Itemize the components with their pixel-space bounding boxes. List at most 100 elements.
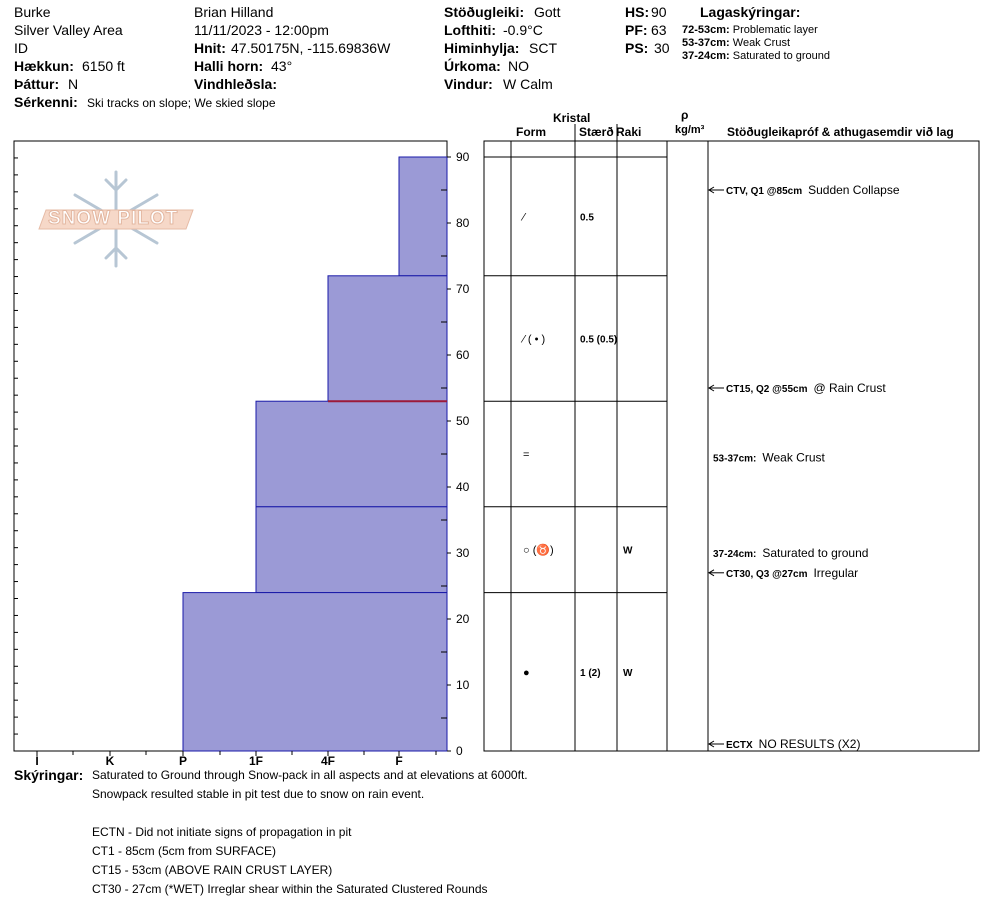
hardness-bar bbox=[327, 275, 448, 402]
stability-value: Gott bbox=[534, 4, 561, 20]
test-code: CT15, Q2 @55cm bbox=[726, 384, 808, 395]
crystal-header: Kristal bbox=[553, 111, 591, 125]
features-value: Ski tracks on slope; We skied slope bbox=[87, 96, 276, 110]
y-tick-label: 10 bbox=[456, 678, 470, 692]
test-code: 53-37cm: bbox=[713, 453, 756, 464]
y-tick-label: 60 bbox=[456, 348, 470, 362]
layer-note: 53-37cm: Weak Crust bbox=[682, 37, 791, 49]
x-tick-label: P bbox=[179, 754, 187, 768]
moisture-value: W bbox=[623, 668, 633, 679]
x-tick-label: K bbox=[106, 754, 115, 768]
y-tick-label: 0 bbox=[456, 744, 463, 758]
stability-label: Stöðugleiki: bbox=[444, 4, 525, 20]
moisture-header: Raki bbox=[616, 125, 642, 139]
wind-loading-label: Vindhleðsla: bbox=[194, 76, 277, 92]
hardness-bar bbox=[398, 156, 448, 277]
test-comment: Saturated to ground bbox=[762, 546, 868, 560]
ps-label: PS: bbox=[625, 40, 649, 56]
tests-header: Stöðugleikapróf & athugasemdir við lag bbox=[727, 125, 954, 139]
size-header: Stærð bbox=[579, 125, 614, 139]
wind-label: Vindur: bbox=[444, 76, 493, 92]
precip-value: NO bbox=[508, 58, 529, 74]
hardness-bar bbox=[182, 592, 448, 752]
test-code: ECTX bbox=[726, 740, 753, 751]
test-code: CTV, Q1 @85cm bbox=[726, 186, 802, 197]
notes-label: Skýringar: bbox=[14, 767, 84, 783]
notes-line: CT30 - 27cm (*WET) Irreglar shear within… bbox=[92, 882, 488, 896]
pf-value: 63 bbox=[651, 22, 667, 38]
grain-form-symbol: ○ (♉) bbox=[523, 544, 554, 557]
x-tick-label: 1F bbox=[249, 754, 263, 768]
slope-value: 43° bbox=[271, 58, 293, 74]
density-symbol: ρ bbox=[681, 108, 689, 122]
y-tick-label: 50 bbox=[456, 414, 470, 428]
notes-line: CT15 - 53cm (ABOVE RAIN CRUST LAYER) bbox=[92, 863, 333, 877]
observer-name: Burke bbox=[14, 4, 51, 20]
test-arrow-head bbox=[708, 569, 715, 577]
test-code: 37-24cm: bbox=[713, 549, 756, 560]
layer-note: 72-53cm: Problematic layer bbox=[682, 24, 818, 36]
observation-datetime: 11/11/2023 - 12:00pm bbox=[194, 22, 329, 38]
hs-value: 90 bbox=[651, 4, 667, 20]
pf-label: PF: bbox=[625, 22, 648, 38]
grain-size: 1 (2) bbox=[580, 668, 601, 679]
location-name: Silver Valley Area bbox=[14, 22, 123, 38]
y-tick-label: 20 bbox=[456, 612, 470, 626]
logo-text: SNOW PILOT bbox=[47, 208, 179, 230]
test-comment: Weak Crust bbox=[762, 450, 825, 464]
grain-form-symbol: ⁄ bbox=[520, 211, 527, 223]
test-comment: Irregular bbox=[813, 566, 858, 580]
form-header: Form bbox=[516, 125, 546, 139]
coords-label: Hnit: bbox=[194, 40, 226, 56]
air-temp-value: -0.9°C bbox=[503, 22, 543, 38]
elevation-label: Hækkun: bbox=[14, 58, 74, 74]
wind-value: W Calm bbox=[503, 76, 553, 92]
moisture-value: W bbox=[623, 546, 633, 557]
notes-line: Snowpack resulted stable in pit test due… bbox=[92, 787, 425, 801]
layer-note: 37-24cm: Saturated to ground bbox=[682, 50, 831, 62]
features-label: Sérkenni: bbox=[14, 94, 78, 110]
precip-label: Úrkoma: bbox=[444, 58, 501, 74]
hardness-bar bbox=[255, 400, 448, 508]
layer-notes-title: Lagaskýringar: bbox=[700, 4, 801, 20]
grain-size: 0.5 bbox=[580, 212, 594, 223]
x-tick-label: F bbox=[395, 754, 402, 768]
grain-form-symbol: = bbox=[523, 449, 529, 461]
test-comment: NO RESULTS (X2) bbox=[759, 737, 861, 751]
test-comment: @ Rain Crust bbox=[813, 381, 886, 395]
sky-value: SCT bbox=[529, 40, 557, 56]
y-tick-label: 40 bbox=[456, 480, 470, 494]
aspect-value: N bbox=[68, 76, 79, 92]
y-tick-label: 90 bbox=[456, 150, 470, 164]
elevation-value: 6150 ft bbox=[82, 58, 125, 74]
sky-label: Himinhylja: bbox=[444, 40, 520, 56]
x-tick-label: 4F bbox=[321, 754, 335, 768]
coords-value: 47.50175N, -115.69836W bbox=[231, 40, 391, 56]
hardness-bar bbox=[255, 506, 448, 594]
ps-value: 30 bbox=[654, 40, 670, 56]
y-tick-label: 70 bbox=[456, 282, 470, 296]
test-arrow-head bbox=[708, 740, 715, 748]
test-arrow-head bbox=[708, 186, 715, 194]
density-unit-header: kg/m³ bbox=[675, 124, 705, 136]
aspect-label: Þáttur: bbox=[14, 76, 60, 92]
layer-table-frame bbox=[483, 140, 980, 752]
y-tick-label: 80 bbox=[456, 216, 470, 230]
hs-label: HS: bbox=[625, 4, 650, 20]
x-tick-label: I bbox=[35, 754, 38, 768]
author-name: Brian Hilland bbox=[194, 4, 274, 20]
state-name: ID bbox=[14, 40, 28, 56]
notes-line: ECTN - Did not initiate signs of propaga… bbox=[92, 825, 352, 839]
slope-label: Halli horn: bbox=[194, 58, 264, 74]
notes-line: Saturated to Ground through Snow-pack in… bbox=[92, 768, 528, 782]
air-temp-label: Lofthiti: bbox=[444, 22, 497, 38]
grain-form-symbol: ⁄ ( • ) bbox=[520, 334, 545, 346]
test-arrow-head bbox=[708, 384, 715, 392]
test-comment: Sudden Collapse bbox=[808, 183, 900, 197]
y-tick-label: 30 bbox=[456, 546, 470, 560]
test-code: CT30, Q3 @27cm bbox=[726, 569, 808, 580]
grain-form-symbol: ● bbox=[523, 667, 530, 679]
notes-line: CT1 - 85cm (5cm from SURFACE) bbox=[92, 844, 277, 858]
